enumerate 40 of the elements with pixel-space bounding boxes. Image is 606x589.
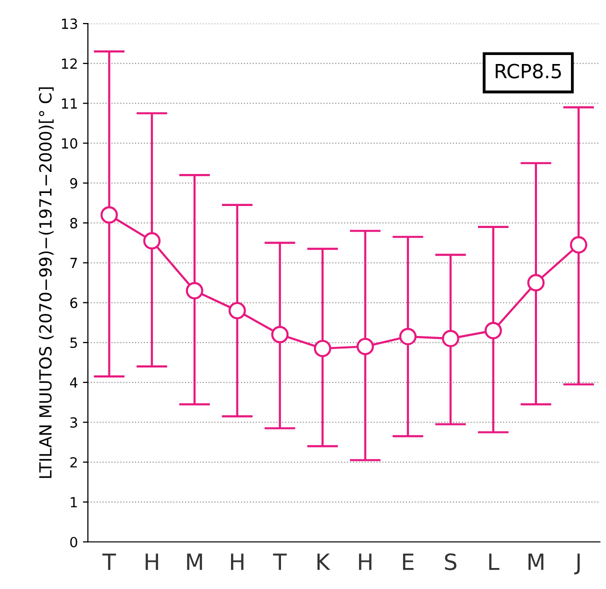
- point: [484, 322, 502, 340]
- y-tick-label: 12: [62, 58, 77, 69]
- x-tick-label: M: [528, 554, 544, 570]
- x-tick-label: H: [146, 554, 158, 570]
- x-tick-label: T: [102, 554, 116, 570]
- y-tick-label: 2: [70, 457, 77, 468]
- x-tick-label: M: [187, 554, 202, 570]
- point: [399, 328, 417, 346]
- y-tick-label: 10: [62, 138, 78, 149]
- y-tick-label: 6: [70, 298, 78, 308]
- y-tick-label: 13: [62, 18, 78, 30]
- y-tick-label: 9: [70, 178, 78, 189]
- x-tick-label: J: [574, 554, 580, 574]
- y-tick-label: 5: [70, 338, 77, 348]
- annotation: RCP8.5: [496, 64, 561, 78]
- y-tick-label: 8: [70, 218, 78, 228]
- y-tick-label: 7: [70, 258, 77, 268]
- point: [570, 236, 588, 254]
- point: [100, 206, 118, 224]
- x-tick-label: S: [445, 553, 456, 570]
- x-tick-label: H: [359, 554, 372, 570]
- point: [143, 232, 161, 250]
- point: [442, 330, 460, 348]
- point: [228, 302, 246, 320]
- x-tick-label: H: [231, 554, 244, 570]
- y-tick-label: 11: [62, 98, 77, 109]
- y-tick-label: 1: [70, 497, 77, 508]
- point: [356, 338, 374, 356]
- x-tick-label: L: [489, 554, 500, 570]
- point: [314, 340, 332, 358]
- y-axis-title: LTILAN MUUTOS (2070−99)−(1971−2000)[° C]: [38, 87, 54, 478]
- x-tick-label: T: [273, 554, 287, 570]
- point: [271, 326, 289, 344]
- y-tick-label: 3: [70, 417, 78, 428]
- point: [186, 282, 204, 300]
- point: [527, 274, 545, 292]
- y-tick-label: 4: [70, 378, 78, 388]
- x-tick-label: K: [317, 554, 330, 570]
- y-tick-label: 0: [70, 536, 78, 548]
- x-tick-label: E: [403, 554, 414, 570]
